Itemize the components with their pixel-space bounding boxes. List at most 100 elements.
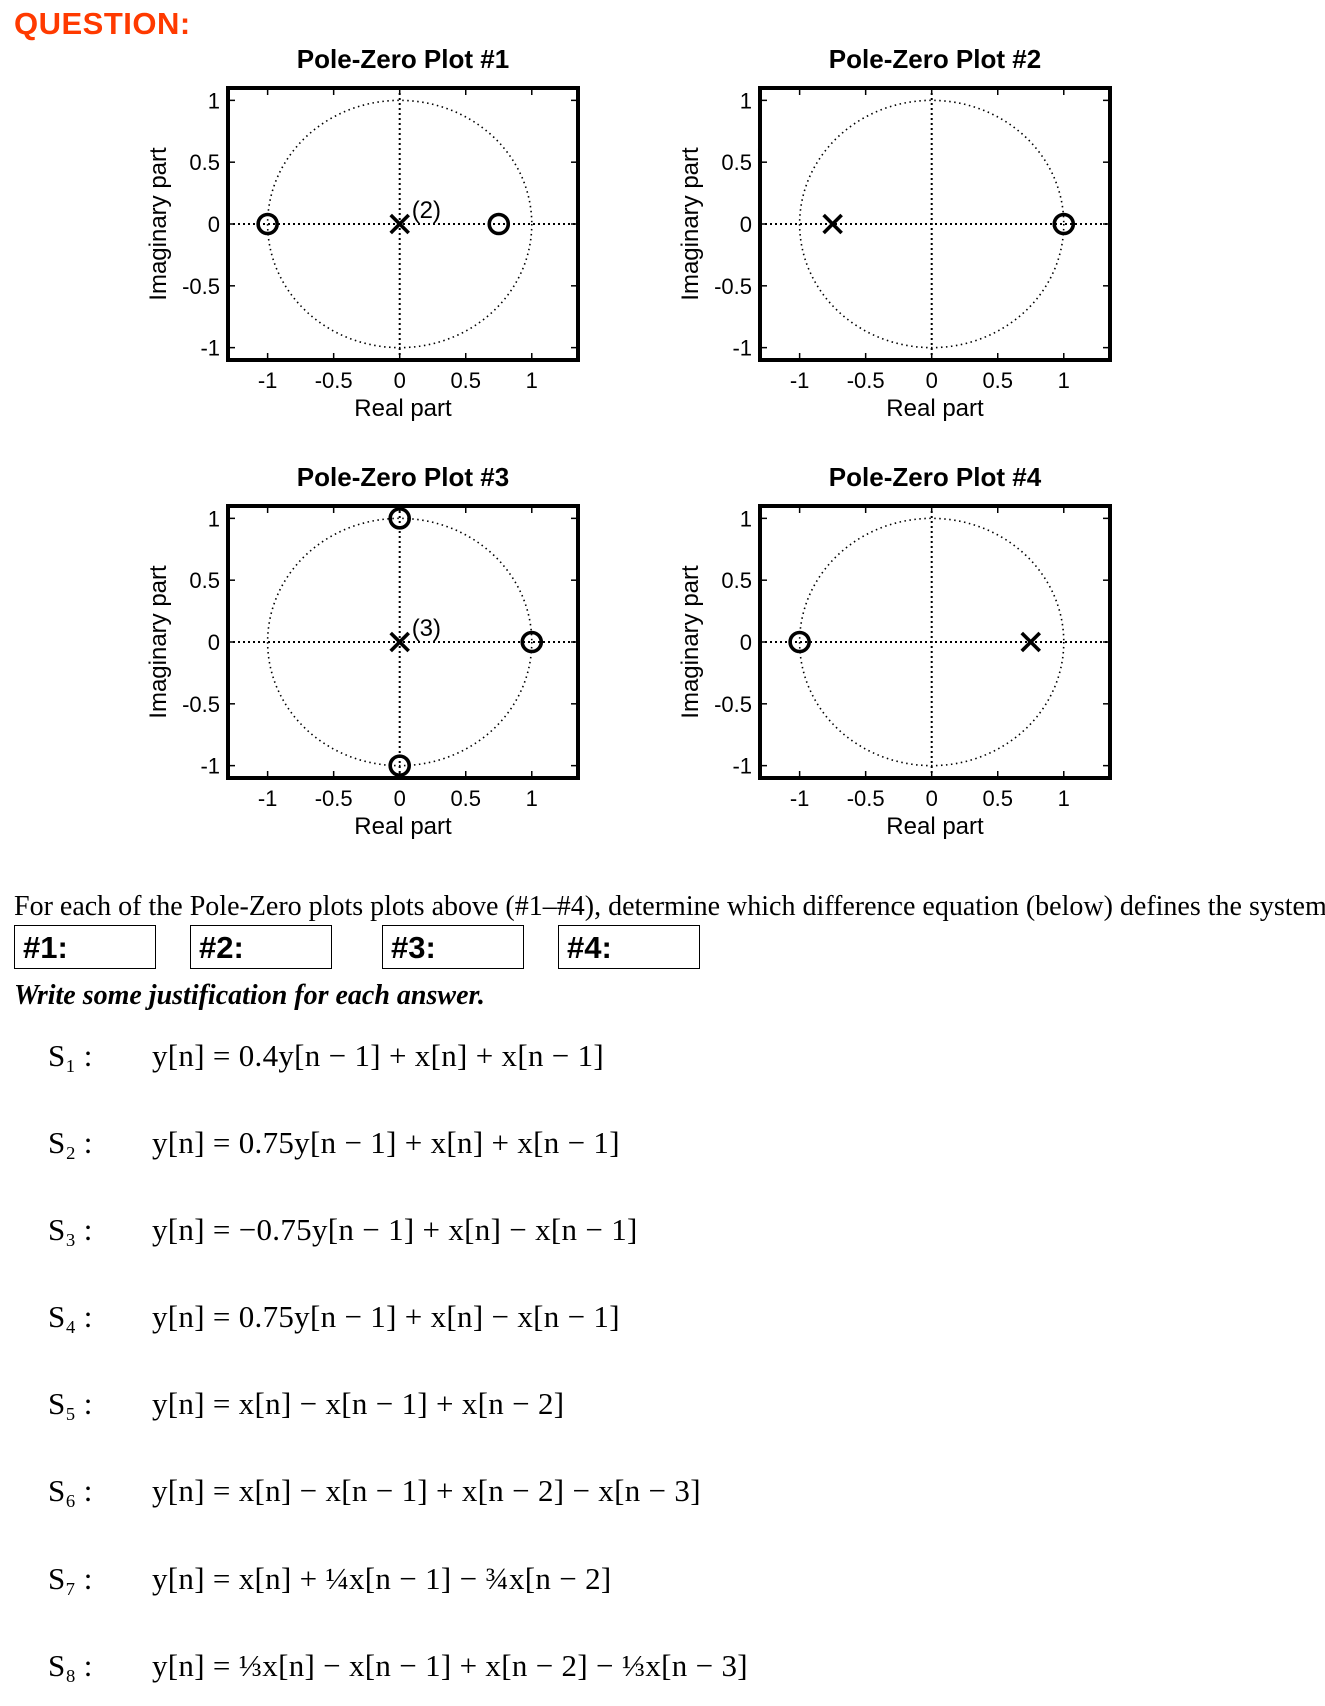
unit-circle — [798, 99, 1065, 349]
pole-marker — [389, 213, 410, 235]
system-label: S₆ : — [48, 1473, 93, 1508]
equation-row: S₆ : y[n] = x[n] − x[n − 1] + x[n − 2] − … — [0, 1473, 1325, 1523]
y-tick-label: 0.5 — [721, 150, 752, 175]
x-tick-label: 0.5 — [982, 786, 1013, 811]
y-tick-label: 0.5 — [189, 568, 220, 593]
question-heading: QUESTION: — [14, 6, 191, 41]
answer-box-4[interactable]: #4: — [558, 925, 700, 969]
y-tick-label: 0 — [208, 212, 220, 237]
x-tick-label: 0 — [926, 786, 938, 811]
y-axis-label: Imaginary part — [145, 565, 172, 719]
y-tick-label: -1 — [732, 754, 752, 779]
zero-marker — [1052, 212, 1076, 236]
equation-row: S₇ : y[n] = x[n] + ¼x[n − 1] − ¾x[n − 2] — [0, 1561, 1325, 1611]
x-axis-label: Real part — [354, 395, 452, 422]
difference-equation: y[n] = x[n] − x[n − 1] + x[n − 2] − x[n … — [152, 1473, 701, 1508]
y-tick-label: -1 — [200, 336, 220, 361]
answer-box-1[interactable]: #1: — [14, 925, 156, 969]
answer-box-2[interactable]: #2: — [190, 925, 332, 969]
difference-equation: y[n] = 0.75y[n − 1] + x[n] + x[n − 1] — [152, 1125, 620, 1160]
zero-marker — [388, 754, 411, 777]
plot-title: Pole-Zero Plot #4 — [829, 462, 1042, 492]
pole-zero-plot-4: Pole-Zero Plot #4 -1 -0.5 0 0.5 1 1 0.5 0 -0.5 -1 R… — [672, 462, 1182, 872]
answer-box-3[interactable]: #3: — [382, 925, 524, 969]
equation-row: S₁ : y[n] = 0.4y[n − 1] + x[n] + x[n − 1] — [0, 1038, 1325, 1088]
x-tick-label: -0.5 — [315, 368, 353, 393]
equation-row: S₅ : y[n] = x[n] − x[n − 1] + x[n − 2] — [0, 1386, 1325, 1436]
difference-equation: y[n] = x[n] − x[n − 1] + x[n − 2] — [152, 1386, 565, 1421]
pole-multiplicity-label: (3) — [412, 615, 441, 642]
pole-marker — [389, 631, 410, 653]
system-label: S₈ : — [48, 1648, 93, 1683]
plot-svg: Pole-Zero Plot #3 -1 -0.5 0 0.5 1 1 0.5 0 -0.5 -1 R… — [145, 462, 580, 840]
equation-row: S₈ : y[n] = ⅓x[n] − x[n − 1] + x[n − 2] −… — [0, 1648, 1325, 1698]
system-label: S₇ : — [48, 1561, 93, 1596]
y-tick-label: 1 — [740, 88, 752, 113]
difference-equation: y[n] = −0.75y[n − 1] + x[n] − x[n − 1] — [152, 1212, 638, 1247]
x-tick-label: 0.5 — [982, 368, 1013, 393]
difference-equation: y[n] = 0.4y[n − 1] + x[n] + x[n − 1] — [152, 1038, 605, 1073]
x-tick-label: 0 — [394, 368, 406, 393]
pole-stroke — [822, 213, 843, 235]
y-tick-label: -1 — [200, 754, 220, 779]
y-axis-label: Imaginary part — [145, 147, 172, 301]
y-tick-label: 0 — [208, 630, 220, 655]
x-tick-label: 0 — [926, 368, 938, 393]
x-axis-label: Real part — [886, 395, 984, 422]
x-tick-label: -1 — [258, 786, 278, 811]
pole-marker — [822, 213, 843, 235]
system-label: S₂ : — [48, 1125, 93, 1160]
x-tick-label: -1 — [790, 786, 810, 811]
zero-marker — [487, 212, 511, 236]
plot-svg: Pole-Zero Plot #2 -1 -0.5 0 0.5 1 1 0.5 0 -0.5 -1 R… — [677, 44, 1112, 422]
pole-marker — [1020, 631, 1042, 653]
y-tick-label: -0.5 — [714, 274, 752, 299]
plot-svg: Pole-Zero Plot #1 -1 -0.5 0 0.5 1 1 0.5 0 -0.5 -1 R… — [145, 44, 580, 422]
pole-zero-plot-1: Pole-Zero Plot #1 -1 -0.5 0 0.5 1 1 0.5 0 -0.5 -1 R… — [140, 44, 650, 454]
pole-multiplicity-label: (2) — [412, 197, 441, 224]
unit-circle — [266, 99, 533, 349]
x-tick-label: 1 — [526, 786, 538, 811]
instruction-text: For each of the Pole-Zero plots plots ab… — [14, 891, 1325, 922]
x-tick-label: -1 — [790, 368, 810, 393]
pole-stroke — [389, 213, 410, 235]
pole-stroke — [1020, 631, 1042, 653]
pole-zero-plot-3: Pole-Zero Plot #3 -1 -0.5 0 0.5 1 1 0.5 0 -0.5 -1 R… — [140, 462, 650, 872]
y-tick-label: -0.5 — [182, 692, 220, 717]
y-tick-label: 1 — [208, 88, 220, 113]
x-tick-label: 1 — [1058, 786, 1070, 811]
y-axis-label: Imaginary part — [677, 147, 704, 301]
x-tick-label: -0.5 — [847, 786, 885, 811]
pole-stroke — [389, 631, 410, 653]
system-label: S₁ : — [48, 1038, 93, 1073]
difference-equation: y[n] = x[n] + ¼x[n − 1] − ¾x[n − 2] — [152, 1561, 612, 1596]
equation-row: S₃ : y[n] = −0.75y[n − 1] + x[n] − x[n − … — [0, 1212, 1325, 1262]
pole-zero-plot-2: Pole-Zero Plot #2 -1 -0.5 0 0.5 1 1 0.5 0 -0.5 -1 R… — [672, 44, 1182, 454]
y-tick-label: 0.5 — [721, 568, 752, 593]
x-tick-label: 0.5 — [450, 786, 481, 811]
y-tick-label: 0 — [740, 630, 752, 655]
y-tick-label: 1 — [208, 506, 220, 531]
y-tick-label: 0 — [740, 212, 752, 237]
plot-title: Pole-Zero Plot #1 — [297, 44, 509, 74]
difference-equation: y[n] = ⅓x[n] − x[n − 1] + x[n − 2] − ⅓x[… — [152, 1648, 748, 1683]
x-tick-label: -0.5 — [315, 786, 353, 811]
difference-equation: y[n] = 0.75y[n − 1] + x[n] − x[n − 1] — [152, 1299, 620, 1334]
x-tick-label: 0.5 — [450, 368, 481, 393]
y-tick-label: 0.5 — [189, 150, 220, 175]
unit-circle — [798, 517, 1065, 767]
plot-title: Pole-Zero Plot #3 — [297, 462, 509, 492]
x-tick-label: -0.5 — [847, 368, 885, 393]
equation-row: S₄ : y[n] = 0.75y[n − 1] + x[n] − x[n − 1… — [0, 1299, 1325, 1349]
y-tick-label: -0.5 — [182, 274, 220, 299]
system-label: S₃ : — [48, 1212, 93, 1247]
plot-svg: Pole-Zero Plot #4 -1 -0.5 0 0.5 1 1 0.5 0 -0.5 -1 R… — [677, 462, 1112, 840]
system-label: S₅ : — [48, 1386, 93, 1421]
y-tick-label: -0.5 — [714, 692, 752, 717]
system-label: S₄ : — [48, 1299, 93, 1334]
x-tick-label: 0 — [394, 786, 406, 811]
y-tick-label: -1 — [732, 336, 752, 361]
y-axis-label: Imaginary part — [677, 565, 704, 719]
x-axis-label: Real part — [354, 813, 452, 840]
x-axis-label: Real part — [886, 813, 984, 840]
